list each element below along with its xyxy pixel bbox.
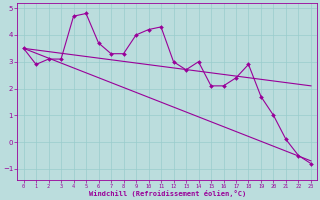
- X-axis label: Windchill (Refroidissement éolien,°C): Windchill (Refroidissement éolien,°C): [89, 190, 246, 197]
